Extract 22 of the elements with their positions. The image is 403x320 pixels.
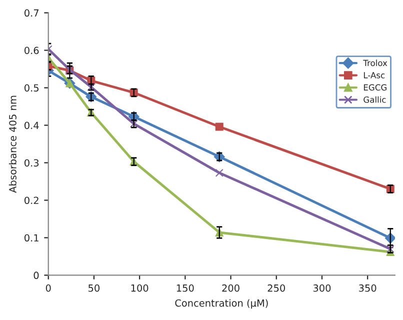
- y-tick-label: 0: [34, 272, 39, 280]
- y-tick-label: 0.3: [24, 159, 39, 167]
- legend-label: EGCG: [364, 84, 386, 91]
- x-tick-label: 350: [359, 284, 376, 292]
- x-tick-label: 150: [176, 284, 194, 292]
- x-axis-title: Concentration (µM): [175, 299, 268, 309]
- y-tick-label: 0.6: [24, 46, 39, 54]
- x-tick-label: 50: [88, 284, 100, 292]
- legend-label: Gallic: [364, 96, 386, 103]
- y-tick-label: 0.2: [24, 196, 38, 204]
- x-tick-label: 100: [131, 284, 148, 292]
- x-tick-label: 0: [46, 284, 51, 292]
- y-tick-label: 0.1: [24, 234, 38, 242]
- x-tick-label: 250: [268, 284, 286, 292]
- y-tick-label: 0.5: [24, 84, 38, 92]
- legend-label: L-Asc: [364, 72, 385, 78]
- x-tick-label: 300: [313, 284, 331, 292]
- x-tick-label: 200: [222, 284, 240, 292]
- legend-label: Trolox: [363, 60, 388, 66]
- y-axis-title: Absorbance 405 nm: [8, 96, 16, 193]
- y-tick-label: 0.4: [24, 122, 39, 130]
- y-tick-label: 0.7: [24, 9, 38, 17]
